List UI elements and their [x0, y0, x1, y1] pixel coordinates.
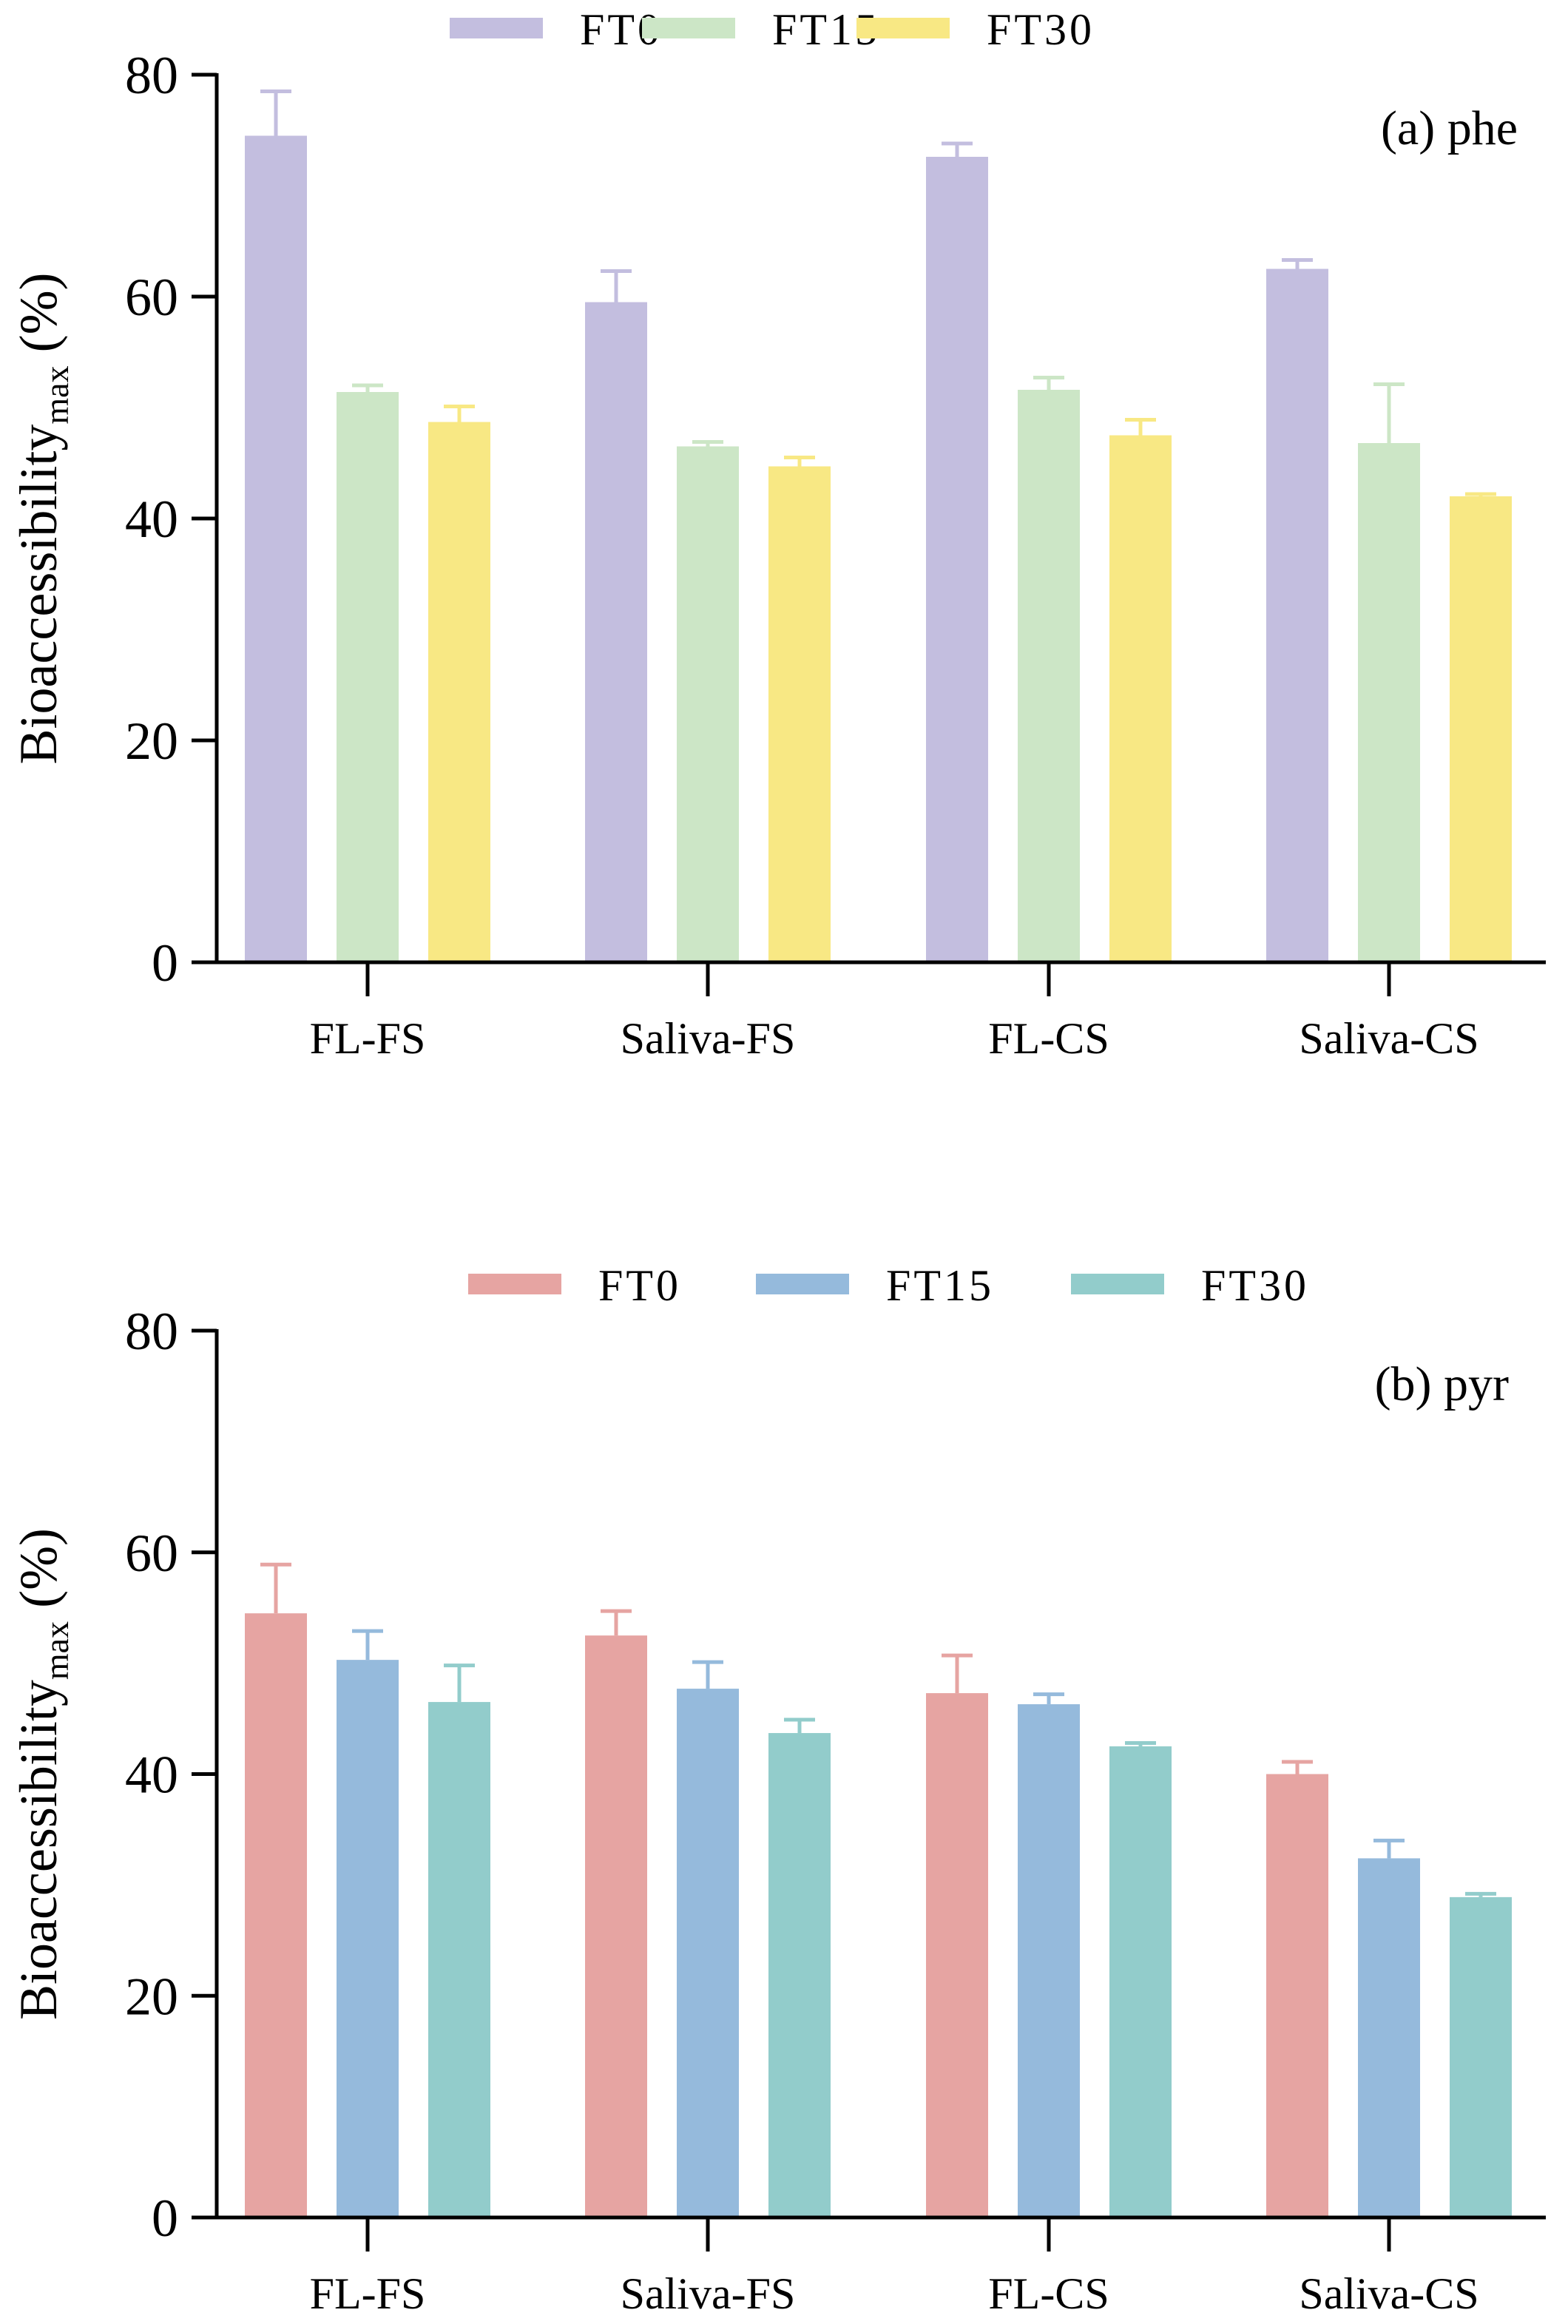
y-tick-label: 40 — [125, 490, 178, 549]
legend-swatch — [1071, 1274, 1164, 1294]
x-tick-label: Saliva-FS — [621, 2269, 796, 2318]
bar — [245, 135, 307, 962]
legend-swatch — [468, 1274, 561, 1294]
panel-label: (a) phe — [1381, 101, 1518, 155]
x-tick-label: FL-FS — [310, 1014, 426, 1063]
x-tick-label: Saliva-CS — [1299, 1014, 1479, 1063]
y-tick-label: 20 — [125, 712, 178, 771]
bar — [585, 302, 647, 962]
legend-swatch — [642, 18, 735, 38]
bar — [428, 1702, 490, 2217]
x-tick-label: Saliva-CS — [1299, 2269, 1479, 2318]
bar — [677, 446, 739, 962]
legend-label: FT15 — [886, 1261, 994, 1310]
bar — [337, 1660, 399, 2217]
chart-panel-b: 0 20 40 60 80 FL-FS Saliva-FS FL-CS Saliva-CS Bio… — [9, 1261, 1546, 2318]
legend-swatch — [450, 18, 543, 38]
bar — [677, 1689, 739, 2217]
bar — [1358, 1858, 1420, 2217]
bar — [1018, 1704, 1080, 2217]
bar — [245, 1613, 307, 2217]
legend-swatch — [856, 18, 950, 38]
bar — [428, 422, 490, 962]
bar — [926, 157, 988, 962]
y-tick-label: 80 — [125, 46, 178, 105]
legend-swatch — [756, 1274, 849, 1294]
bar — [926, 1693, 988, 2217]
bar — [1358, 443, 1420, 962]
y-tick-label: 0 — [152, 2189, 178, 2248]
chart-panel-a: 0 20 40 60 80 FL-FS Saliva-FS FL-CS Saliva-CS Bio… — [9, 5, 1546, 1063]
panel-label: (b) pyr — [1375, 1357, 1509, 1411]
y-tick-label: 0 — [152, 933, 178, 993]
bar — [337, 392, 399, 962]
bar — [1266, 1774, 1328, 2217]
bar — [768, 466, 831, 962]
bar — [768, 1733, 831, 2217]
bar — [585, 1635, 647, 2217]
x-tick-label: FL-CS — [988, 1014, 1109, 1063]
bar — [1266, 268, 1328, 962]
y-axis-label: Bioaccessibilitymax (%) — [9, 272, 75, 764]
y-tick-label: 60 — [125, 1524, 178, 1583]
y-tick-label: 40 — [125, 1746, 178, 1805]
legend-label: FT0 — [598, 1261, 681, 1310]
y-tick-label: 20 — [125, 1967, 178, 2026]
x-tick-label: FL-CS — [988, 2269, 1109, 2318]
legend-label: FT30 — [1201, 1261, 1309, 1310]
y-axis-label: Bioaccessibilitymax (%) — [9, 1528, 75, 2020]
y-tick-label: 60 — [125, 268, 178, 327]
y-tick-label: 80 — [125, 1302, 178, 1361]
bar — [1109, 1746, 1172, 2217]
bar — [1018, 390, 1080, 962]
legend-label: FT30 — [987, 5, 1095, 54]
x-tick-label: FL-FS — [310, 2269, 426, 2318]
bar — [1109, 435, 1172, 962]
bar — [1450, 1896, 1512, 2217]
bar — [1450, 496, 1512, 962]
x-tick-label: Saliva-FS — [621, 1014, 796, 1063]
